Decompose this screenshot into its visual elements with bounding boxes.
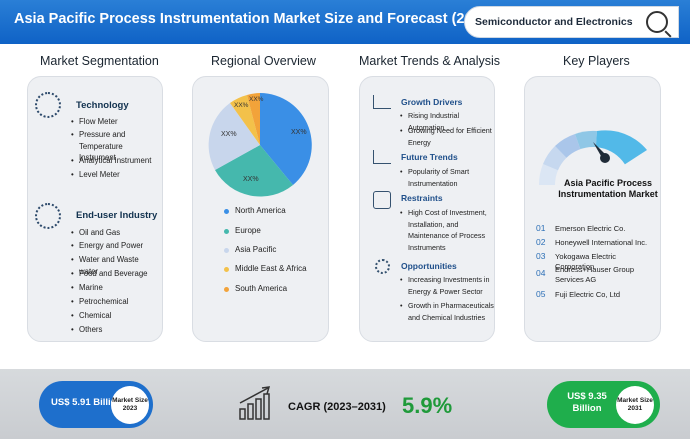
category-label: Semiconductor and Electronics xyxy=(475,16,633,28)
growth-chart-icon xyxy=(373,95,391,109)
regional-heading: Regional Overview xyxy=(211,54,316,68)
market-size-2023-value: US$ 5.91 Billion xyxy=(51,397,123,408)
player-name: Emerson Electric Co. xyxy=(555,224,626,233)
drivers-title: Growth Drivers xyxy=(401,97,463,107)
pie-slice-south-america xyxy=(247,93,260,145)
legend-label: Asia Pacific xyxy=(235,245,277,254)
restraints-icon xyxy=(373,191,391,209)
opps-title: Opportunities xyxy=(401,261,457,271)
technology-icon xyxy=(35,92,61,118)
technology-title: Technology xyxy=(76,100,129,111)
future-item: Popularity of Smart Instrumentation xyxy=(400,166,494,189)
legend-label: South America xyxy=(235,284,288,293)
market-size-2031-value: US$ 9.35 Billion xyxy=(567,391,607,414)
enduser-item: Chemical xyxy=(71,310,159,322)
opportunities-gear-icon xyxy=(375,259,390,274)
chip-magnifier-icon xyxy=(646,11,668,33)
tech-item: Analytical Instrument xyxy=(71,155,159,167)
enduser-item: Marine xyxy=(71,282,159,294)
legend-label: Middle East & Africa xyxy=(235,264,307,273)
pie-label: XX% xyxy=(234,102,249,109)
future-chart-icon xyxy=(373,150,391,164)
player-name: Endress+Hauser Group Services AG xyxy=(555,265,634,284)
trends-heading: Market Trends & Analysis xyxy=(359,54,501,68)
restraint-item: High Cost of Investment, Installation, a… xyxy=(400,207,494,253)
legend-label: Europe xyxy=(235,226,261,235)
player-number: 02 xyxy=(536,237,546,247)
market-size-2023-badge: Market Size 2023 xyxy=(111,386,149,424)
cagr-label: CAGR (2023–2031) xyxy=(288,401,386,413)
enduser-icon xyxy=(35,203,61,229)
legend-dot xyxy=(224,267,229,272)
regional-pie: XX% XX% XX% XX% XX% xyxy=(208,93,312,197)
player-number: 04 xyxy=(536,268,546,278)
pie-slice-north-america xyxy=(260,93,312,185)
player-name: Honeywell International Inc. xyxy=(555,238,648,247)
tech-item: Flow Meter xyxy=(71,116,159,128)
player-number: 03 xyxy=(536,251,546,261)
opp-item: Increasing Investments in Energy & Power… xyxy=(400,274,494,297)
legend-dot xyxy=(224,209,229,214)
pie-slice-europe xyxy=(215,145,293,197)
tech-item: Level Meter xyxy=(71,169,159,181)
player-name: Fuji Electric Co, Ltd xyxy=(555,290,621,299)
player-number: 05 xyxy=(536,289,546,299)
future-title: Future Trends xyxy=(401,152,458,162)
enduser-item: Oil and Gas xyxy=(71,227,159,239)
market-size-2023-pill: US$ 5.91 Billion Market Size 2023 xyxy=(39,381,153,428)
opp-item: Growth in Pharmaceuticals and Chemical I… xyxy=(400,300,494,323)
pie-slice-mea xyxy=(230,95,260,145)
gauge-title: Asia Pacific Process Instrumentation Mar… xyxy=(558,178,658,199)
pie-label: XX% xyxy=(291,129,307,136)
legend-dot xyxy=(224,229,229,234)
player-number: 01 xyxy=(536,223,546,233)
segmentation-heading: Market Segmentation xyxy=(40,54,159,68)
category-chip: Semiconductor and Electronics xyxy=(464,6,679,38)
market-size-2031-pill: US$ 9.35 Billion Market Size 2031 xyxy=(547,381,660,428)
enduser-item: Others xyxy=(71,324,159,336)
enduser-item: Food and Beverage xyxy=(71,268,159,280)
legend-label: North America xyxy=(235,206,286,215)
pie-label: XX% xyxy=(249,96,264,103)
players-panel xyxy=(524,76,661,342)
legend-dot xyxy=(224,287,229,292)
driver-item: Growing Need for Efficient Energy xyxy=(400,125,494,148)
player-name: Yokogawa Electric Corporation xyxy=(555,252,617,271)
pie-slice-asia-pacific xyxy=(208,103,260,170)
enduser-title: End-user Industry xyxy=(76,210,158,221)
cagr-value: 5.9% xyxy=(402,393,453,418)
enduser-item: Petrochemical xyxy=(71,296,159,308)
pie-label: XX% xyxy=(243,176,259,183)
enduser-item: Energy and Power xyxy=(71,240,159,252)
market-size-2031-badge: Market Size 2031 xyxy=(616,386,654,424)
restraints-title: Restraints xyxy=(401,193,443,203)
market-gauge xyxy=(538,130,647,205)
page-title: Asia Pacific Process Instrumentation Mar… xyxy=(14,11,534,27)
players-heading: Key Players xyxy=(563,54,630,68)
pie-label: XX% xyxy=(221,131,237,138)
legend-dot xyxy=(224,248,229,253)
growth-bars-icon xyxy=(239,386,271,420)
